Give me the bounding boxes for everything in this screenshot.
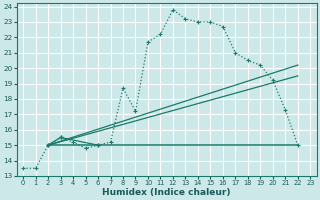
X-axis label: Humidex (Indice chaleur): Humidex (Indice chaleur) [102, 188, 231, 197]
